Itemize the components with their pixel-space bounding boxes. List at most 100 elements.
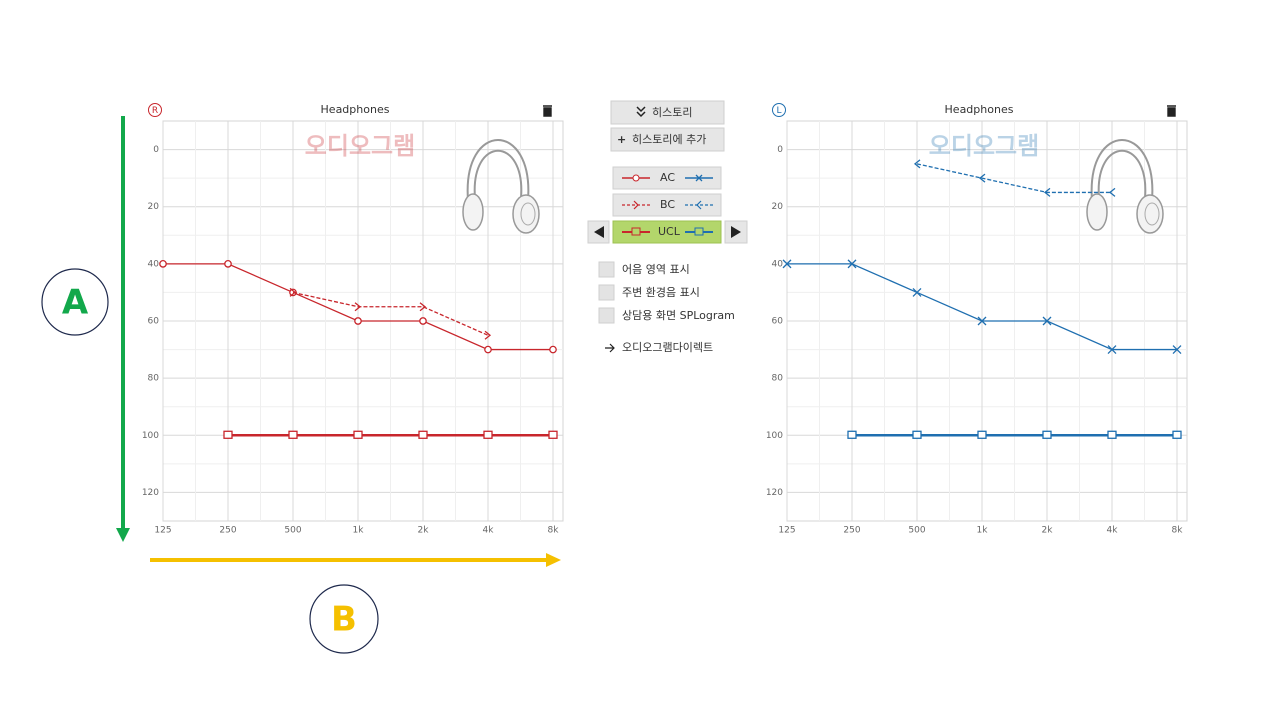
marker bbox=[1107, 430, 1117, 439]
x-tick-label: 500 bbox=[284, 526, 301, 536]
add-history-button[interactable] bbox=[610, 127, 725, 152]
marker bbox=[223, 430, 233, 439]
legend-marker bbox=[694, 227, 704, 236]
y-tick-label: 120 bbox=[142, 488, 159, 498]
marker bbox=[548, 430, 558, 439]
legend-marker bbox=[695, 174, 703, 182]
next-icon bbox=[731, 226, 741, 238]
marker bbox=[912, 287, 922, 297]
marker bbox=[419, 317, 427, 325]
ucl-toggle[interactable] bbox=[612, 220, 722, 244]
ear-label: L bbox=[776, 106, 781, 116]
prev-icon bbox=[594, 226, 604, 238]
series-line bbox=[292, 291, 489, 336]
headphones-illustration bbox=[1136, 194, 1164, 234]
ac-toggle[interactable] bbox=[612, 166, 722, 190]
delete-icon[interactable] bbox=[543, 105, 552, 117]
marker bbox=[1043, 187, 1051, 197]
marker bbox=[1042, 316, 1052, 326]
marker bbox=[419, 302, 427, 312]
y-tick-label: 0 bbox=[153, 145, 159, 155]
headphones-illustration bbox=[462, 193, 484, 231]
x-tick-label: 4k bbox=[483, 526, 495, 536]
circle-a bbox=[41, 268, 109, 336]
legend-marker bbox=[632, 174, 640, 182]
link[interactable]: 오디오그램다이렉트 bbox=[622, 341, 713, 354]
ear-badge bbox=[148, 103, 162, 117]
marker bbox=[289, 287, 297, 297]
marker bbox=[159, 260, 167, 268]
x-tick-label: 250 bbox=[843, 526, 860, 536]
y-tick-label: 0 bbox=[777, 145, 783, 155]
checkbox[interactable] bbox=[598, 261, 615, 278]
y-tick-label: 60 bbox=[148, 317, 160, 327]
x-tick-label: 500 bbox=[908, 526, 925, 536]
x-tick-label: 8k bbox=[548, 526, 560, 536]
arrow-b-head bbox=[546, 553, 561, 567]
x-tick-label: 8k bbox=[1172, 526, 1184, 536]
legend-marker bbox=[633, 200, 639, 210]
chart-title: Headphones bbox=[945, 103, 1014, 116]
label-b: B bbox=[331, 600, 357, 640]
marker bbox=[483, 430, 493, 439]
y-tick-label: 80 bbox=[772, 374, 784, 384]
bc-toggle[interactable] bbox=[612, 193, 722, 217]
x-tick-label: 250 bbox=[219, 526, 236, 536]
marker bbox=[288, 430, 298, 439]
label-a: A bbox=[62, 283, 89, 323]
circle-b bbox=[309, 584, 379, 654]
add-history-label: 히스토리에 추가 bbox=[632, 132, 706, 146]
legend-label: UCL bbox=[658, 225, 681, 238]
y-tick-label: 20 bbox=[148, 202, 160, 212]
marker bbox=[847, 430, 857, 439]
marker bbox=[782, 259, 792, 269]
marker bbox=[549, 345, 557, 354]
legend-marker bbox=[631, 227, 641, 236]
x-tick-label: 4k bbox=[1107, 526, 1119, 536]
marker bbox=[1108, 187, 1116, 197]
watermark: 오디오그램 bbox=[929, 132, 1039, 160]
y-tick-label: 60 bbox=[772, 317, 784, 327]
x-tick-label: 2k bbox=[418, 526, 430, 536]
marker bbox=[354, 317, 362, 325]
link-arrow bbox=[605, 343, 615, 353]
headphones-illustration bbox=[1144, 202, 1160, 226]
marker bbox=[484, 345, 492, 354]
headphones-illustration bbox=[466, 139, 530, 201]
marker bbox=[1172, 430, 1182, 439]
y-tick-label: 20 bbox=[772, 202, 784, 212]
x-tick-label: 125 bbox=[778, 526, 795, 536]
marker bbox=[847, 259, 857, 269]
marker bbox=[978, 173, 986, 183]
chevron-icon bbox=[636, 106, 646, 118]
option-label: 상담용 화면 SPLogram bbox=[622, 309, 735, 322]
x-tick-label: 1k bbox=[353, 526, 365, 536]
option-label: 주변 환경음 표시 bbox=[622, 286, 700, 299]
y-tick-label: 40 bbox=[148, 259, 160, 269]
marker bbox=[913, 159, 921, 169]
y-tick-label: 120 bbox=[766, 488, 783, 498]
arrow-a-head bbox=[116, 528, 130, 542]
delete-icon[interactable] bbox=[1167, 105, 1176, 117]
ear-badge bbox=[772, 103, 786, 117]
option-label: 어음 영역 표시 bbox=[622, 263, 690, 276]
headphones-illustration bbox=[1086, 193, 1108, 231]
headphones-illustration bbox=[520, 202, 536, 226]
y-tick-label: 80 bbox=[148, 374, 160, 384]
headphones-illustration bbox=[512, 194, 540, 234]
marker bbox=[354, 302, 362, 312]
plus-icon: + bbox=[617, 133, 626, 146]
y-tick-label: 100 bbox=[766, 431, 783, 441]
history-button[interactable] bbox=[610, 100, 725, 125]
marker bbox=[353, 430, 363, 439]
watermark: 오디오그램 bbox=[305, 132, 415, 160]
checkbox[interactable] bbox=[598, 307, 615, 324]
checkbox[interactable] bbox=[598, 284, 615, 301]
x-tick-label: 2k bbox=[1042, 526, 1054, 536]
y-tick-label: 40 bbox=[772, 259, 784, 269]
marker bbox=[1172, 345, 1182, 355]
headphones-illustration bbox=[1090, 139, 1154, 201]
legend-marker bbox=[696, 200, 702, 210]
marker bbox=[418, 430, 428, 439]
